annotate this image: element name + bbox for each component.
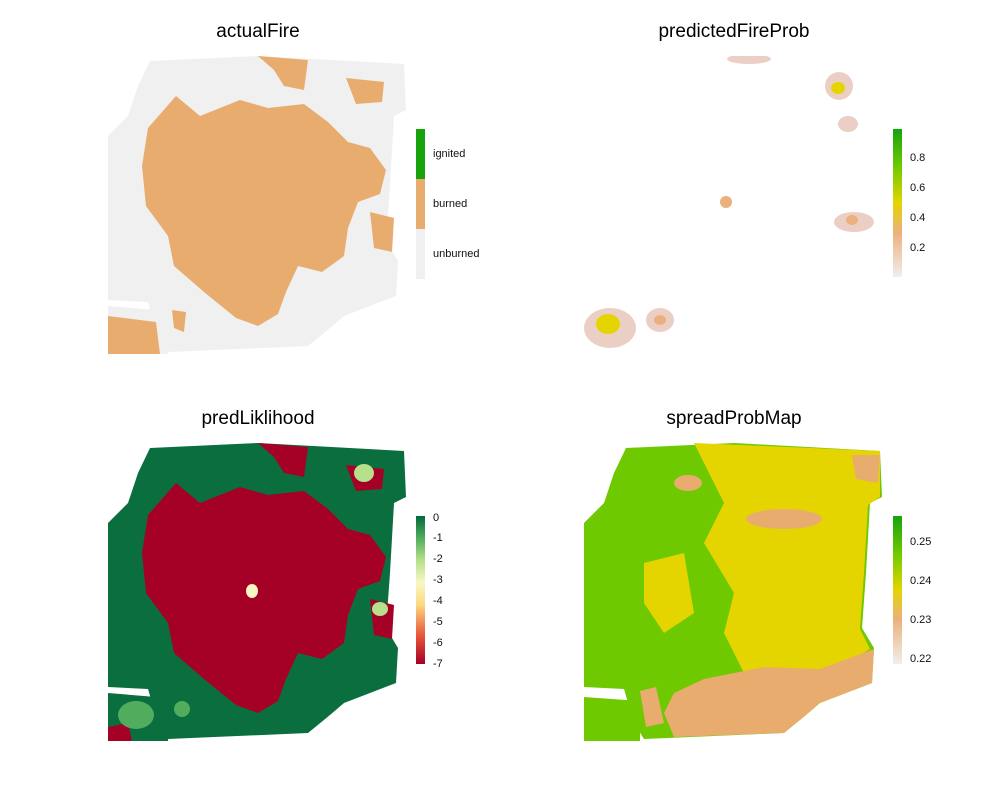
legend-gradient [893,516,902,664]
legend-tick-label: -3 [433,574,443,586]
legend-tick-label: -5 [433,616,443,628]
pred-liklihood-legend: 0 -1 -2 -3 -4 -5 -6 -7 [416,512,476,670]
spread-prob-map [584,443,882,741]
spread-prob-map-legend: 0.25 0.24 0.23 0.22 [893,516,953,666]
legend-tick-label: -7 [433,658,443,670]
predicted-fire-prob-legend: 0.8 0.6 0.4 0.2 [893,129,953,279]
legend-tick-label: 0.2 [910,242,926,254]
legend-gradient [416,516,425,664]
legend-label-unburned: unburned [433,248,480,260]
probability-patches [584,56,874,348]
panel-title: predictedFireProb [658,21,810,42]
legend-swatch-unburned [416,229,425,279]
panel-title: spreadProbMap [666,408,802,429]
legend-tick-label: 0.23 [910,614,932,626]
actual-fire-map [108,56,406,354]
panel-title: predLiklihood [201,408,315,429]
legend-tick-label: 0.22 [910,653,932,665]
legend-tick-label: -2 [433,553,443,565]
legend-tick-label: 0.4 [910,212,926,224]
pred-liklihood-map [108,443,406,741]
legend-swatch-ignited [416,129,425,179]
burned-area [108,56,394,354]
spread-yellow-area [644,443,880,693]
spread-tan-area [640,455,880,737]
legend-label-ignited: ignited [433,148,466,160]
legend-label-burned: burned [433,198,468,210]
legend-tick-label: -1 [433,532,443,544]
legend-tick-label: 0.25 [910,536,932,548]
panel-title: actualFire [216,21,300,42]
legend-tick-label: -4 [433,595,443,607]
legend-tick-label: 0.8 [910,152,926,164]
actual-fire-legend: ignited burned unburned [416,129,496,279]
legend-tick-label: 0.6 [910,182,926,194]
legend-gradient [893,129,902,277]
legend-tick-label: -6 [433,637,443,649]
legend-swatch-burned [416,179,425,229]
legend-tick-label: 0.24 [910,575,932,587]
predicted-fire-prob-map [584,56,874,348]
legend-tick-label: 0 [433,512,440,524]
mid-likelihood-patches [118,464,388,729]
